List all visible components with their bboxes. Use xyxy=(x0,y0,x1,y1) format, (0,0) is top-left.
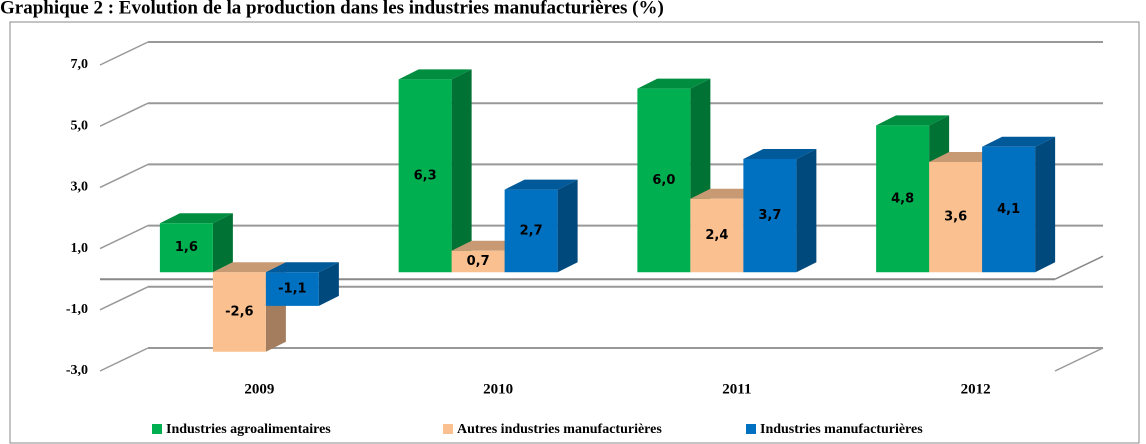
y-tick-label: 1,0 xyxy=(71,241,89,256)
bar-face xyxy=(743,148,817,159)
data-label: 2,4 xyxy=(705,228,728,243)
chart-title: Graphique 2 : Evolution de la production… xyxy=(0,0,664,18)
bar xyxy=(398,69,472,273)
bar-face xyxy=(159,223,213,273)
bar-face xyxy=(929,162,983,273)
zero-plane-side xyxy=(1054,255,1104,280)
bar xyxy=(159,213,233,273)
x-tick-label: 2011 xyxy=(722,381,751,397)
legend-swatch xyxy=(152,424,162,434)
bar-face xyxy=(398,69,472,80)
grid-side xyxy=(99,163,149,189)
bar xyxy=(504,179,578,273)
bar-face xyxy=(504,189,558,273)
grid-side xyxy=(99,286,149,311)
legend-swatch xyxy=(443,424,453,434)
data-label: 0,7 xyxy=(467,254,490,269)
bar xyxy=(982,136,1056,273)
bar-face xyxy=(876,125,930,273)
data-label: 4,8 xyxy=(891,191,914,206)
grid-side xyxy=(99,102,149,127)
bar-face xyxy=(212,262,286,273)
bar-face xyxy=(398,79,452,273)
bar-face xyxy=(796,148,817,273)
data-label: 1,6 xyxy=(175,240,198,255)
bar xyxy=(743,148,817,273)
x-tick-label: 2010 xyxy=(483,381,513,397)
data-label: 4,1 xyxy=(997,202,1020,217)
bar-face xyxy=(876,115,950,126)
bar-face xyxy=(318,262,339,306)
y-tick-label: 7,0 xyxy=(71,57,89,72)
data-label: 2,7 xyxy=(520,223,543,238)
grid-side xyxy=(99,41,149,66)
bar-face xyxy=(159,213,233,224)
bar-face xyxy=(451,250,505,273)
bar-face xyxy=(451,69,472,273)
legend-label: Industries manufacturières xyxy=(760,422,923,437)
bar-face xyxy=(637,78,711,89)
bar-face xyxy=(557,179,578,273)
legend-label: Autres industries manufacturières xyxy=(457,422,662,437)
data-label: -2,6 xyxy=(225,304,253,319)
grid-side xyxy=(99,347,149,372)
bar-face xyxy=(212,213,233,273)
bar-face xyxy=(637,88,691,273)
data-label: 6,0 xyxy=(652,173,675,188)
bar-face xyxy=(1035,136,1056,273)
bar-face xyxy=(265,262,339,273)
bar-face xyxy=(265,272,319,306)
axis-side xyxy=(1054,347,1104,372)
bar-face xyxy=(982,146,1036,273)
data-label: 3,7 xyxy=(758,208,781,223)
bar-face xyxy=(504,179,578,190)
bar-face xyxy=(982,136,1056,147)
bar-face xyxy=(743,158,797,273)
bar-face xyxy=(690,198,744,273)
data-label: 6,3 xyxy=(414,168,437,183)
x-tick-label: 2009 xyxy=(244,381,274,397)
bar xyxy=(265,262,339,306)
y-tick-label: -3,0 xyxy=(66,363,88,378)
y-tick-label: 3,0 xyxy=(71,180,89,195)
y-tick-label: 5,0 xyxy=(71,118,89,133)
legend-label: Industries agroalimentaires xyxy=(166,422,331,437)
y-tick-label: -1,0 xyxy=(66,302,88,317)
bar-face xyxy=(212,272,266,352)
data-label: -1,1 xyxy=(278,282,306,297)
legend-swatch xyxy=(746,424,756,434)
x-tick-label: 2012 xyxy=(961,381,991,397)
data-label: 3,6 xyxy=(944,210,967,225)
grid-side xyxy=(99,224,149,250)
